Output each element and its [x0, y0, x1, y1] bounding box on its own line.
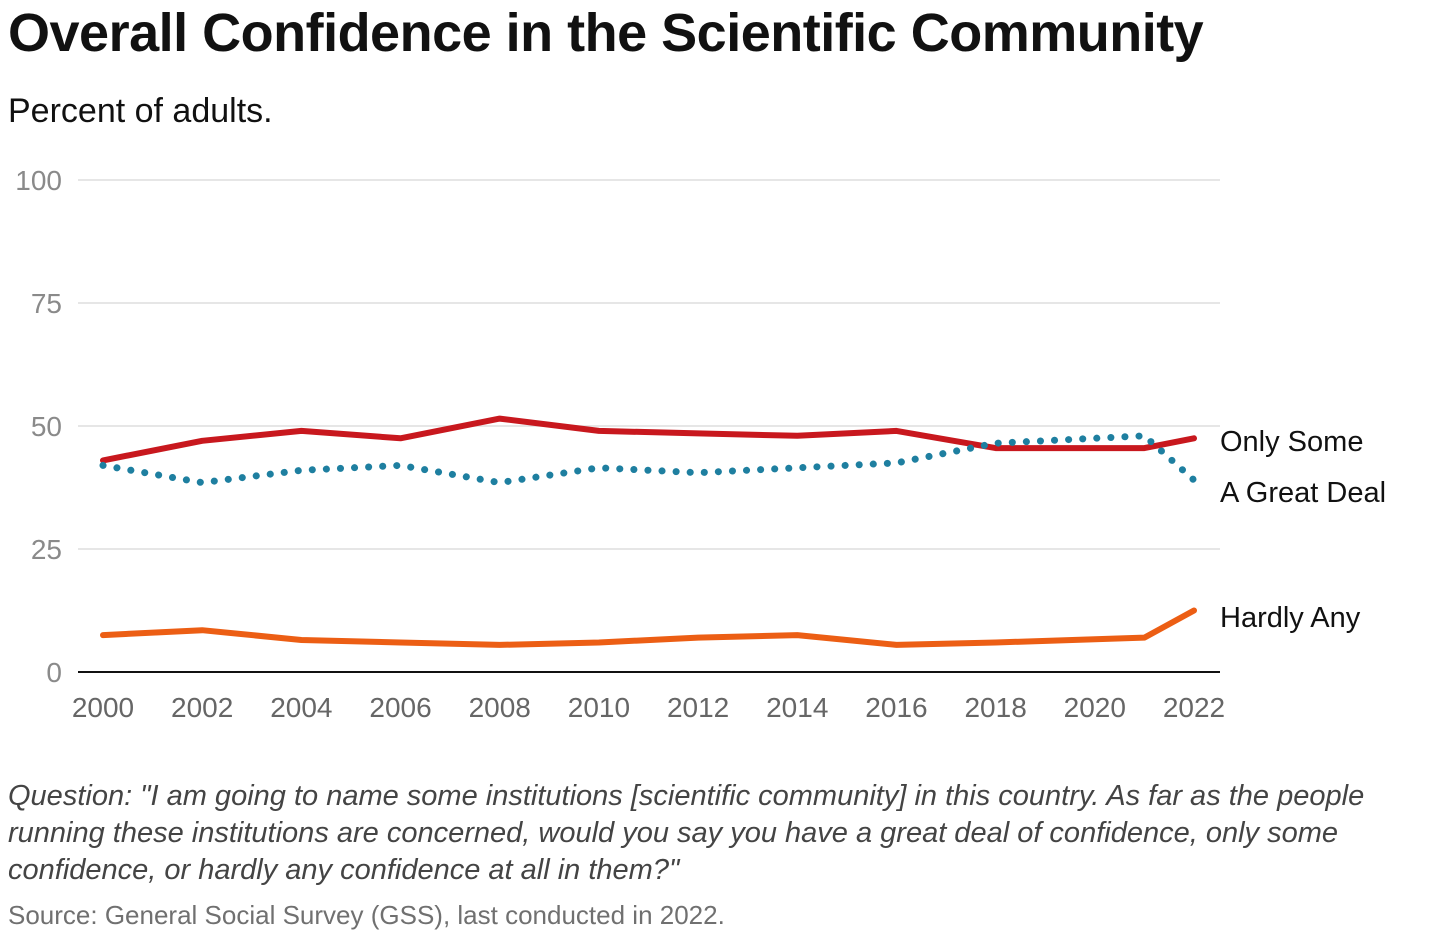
x-tick-label: 2006: [369, 692, 431, 723]
chart-title: Overall Confidence in the Scientific Com…: [8, 3, 1204, 63]
series-line-hardly-any: [100, 607, 1197, 648]
x-tick-label: 2014: [766, 692, 828, 723]
x-tick-label: 2010: [568, 692, 630, 723]
y-tick-label: 25: [31, 534, 62, 565]
y-tick-label: 100: [15, 165, 62, 196]
question-note: Question: "I am going to name some insti…: [8, 780, 1365, 886]
series-line-a-great-deal: [99, 432, 1198, 487]
x-tick-label: 2008: [469, 692, 531, 723]
line-chart: 0 25 50 75 100 2000 2002 2004 2006 2008 2010 2012 2…: [15, 165, 1386, 723]
x-tick-label: 2002: [171, 692, 233, 723]
series-label-a-great-deal: A Great Deal: [1220, 477, 1386, 509]
x-tick-label: 2012: [667, 692, 729, 723]
series-line-only-some: [100, 415, 1197, 464]
x-tick-label: 2016: [865, 692, 927, 723]
series-label-hardly-any: Hardly Any: [1220, 602, 1361, 634]
x-tick-label: 2022: [1163, 692, 1225, 723]
chart-subtitle: Percent of adults.: [8, 92, 273, 130]
x-tick-label: 2020: [1064, 692, 1126, 723]
x-tick-label: 2004: [270, 692, 332, 723]
x-tick-label: 2000: [72, 692, 134, 723]
y-tick-label: 0: [46, 657, 62, 688]
series-label-only-some: Only Some: [1220, 426, 1363, 458]
x-tick-label: 2018: [964, 692, 1026, 723]
y-tick-label: 75: [31, 288, 62, 319]
y-tick-label: 50: [31, 411, 62, 442]
source-note: Source: General Social Survey (GSS), las…: [8, 900, 725, 930]
